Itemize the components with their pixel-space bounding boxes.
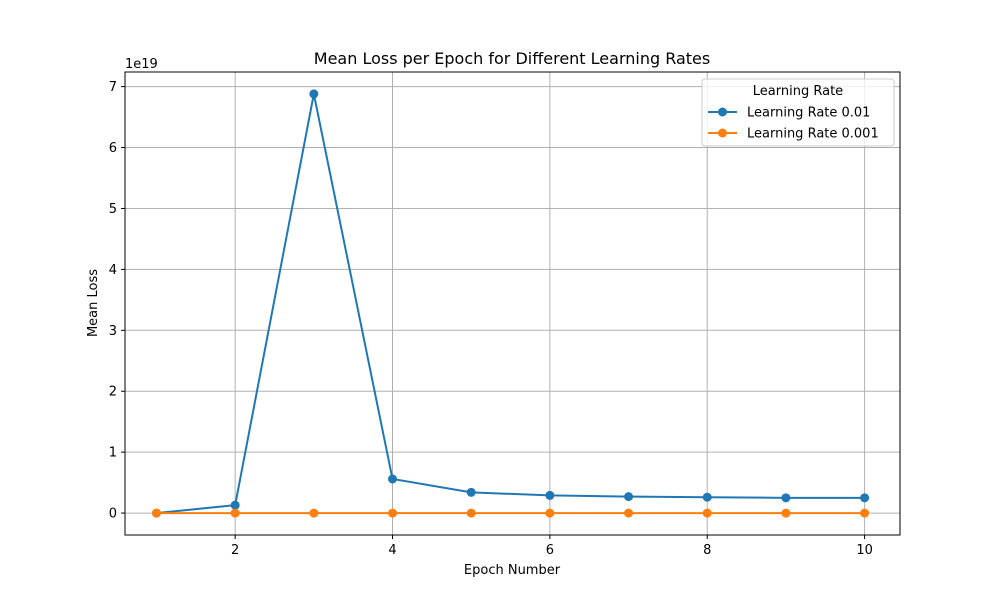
x-tick-label: 8 [703,543,711,558]
data-point [545,508,555,518]
x-tick-label: 4 [388,543,396,558]
plot-frame [124,71,901,536]
y-tick-label: 5 [109,202,117,217]
legend-label: Learning Rate 0.001 [747,127,879,142]
data-point [624,508,634,518]
data-point [545,490,555,500]
legend: Learning Rate Learning Rate 0.01Learning… [701,78,895,147]
legend-entry: Learning Rate 0.01 [708,106,870,121]
x-tick-label: 10 [856,543,873,558]
y-axis-label: Mean Loss [86,269,101,337]
legend-marker [718,128,727,138]
series-layer [151,89,870,518]
data-point [702,508,712,518]
data-point [151,508,161,518]
y-tick-label: 7 [109,80,117,95]
y-tick-label: 0 [109,507,117,522]
y-tick-label: 4 [109,263,117,278]
data-point [781,493,791,503]
x-tick-label: 2 [231,543,239,558]
grid [125,72,900,535]
legend-label: Learning Rate 0.01 [747,106,870,121]
series-line [156,92,865,515]
x-axis-ticks: 2 4 6 8 10 [231,535,873,558]
data-point [388,474,398,484]
data-point [388,508,398,518]
chart-title: Mean Loss per Epoch for Different Learni… [314,49,710,68]
y-tick-label: 3 [109,324,117,339]
data-point [309,89,319,99]
data-point [230,500,240,510]
y-tick-label: 1 [109,446,117,461]
legend-title: Learning Rate [753,84,843,99]
x-tick-label: 6 [546,543,554,558]
data-point [624,492,634,502]
data-point [781,508,791,518]
y-tick-label: 6 [109,141,117,156]
legend-marker [718,107,727,117]
y-axis-offset-text: 1e19 [125,57,158,72]
x-axis-label: Epoch Number [464,563,561,578]
data-point [860,508,870,518]
y-axis-ticks: 0 1 2 3 4 5 6 7 [109,80,125,522]
data-point [466,508,476,518]
data-point [702,492,712,502]
legend-entry: Learning Rate 0.001 [708,127,879,142]
data-point [860,493,870,503]
data-point [309,508,319,518]
legend-box [701,78,895,147]
data-point [230,508,240,518]
legend-entries: Learning Rate 0.01 Learning Rate 0.001 [708,106,879,142]
series-2 [151,508,870,518]
y-tick-label: 2 [109,385,117,400]
data-point [466,487,476,497]
